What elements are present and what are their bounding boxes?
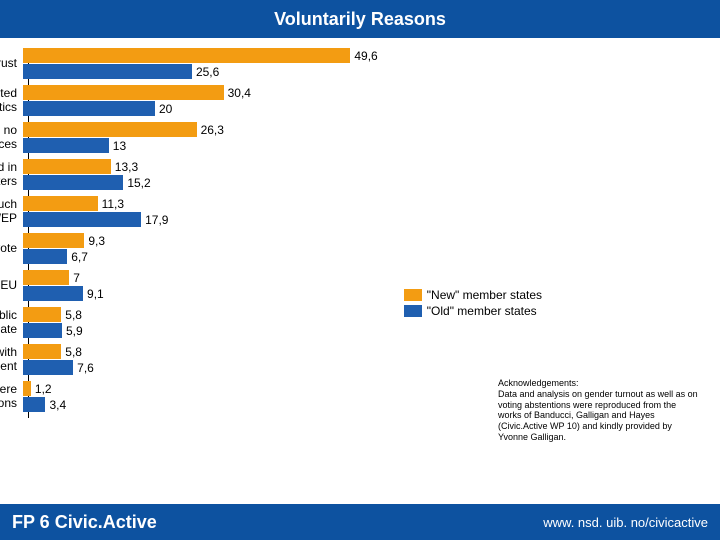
- bar-old: 20: [23, 101, 558, 116]
- bar-value: 15,2: [123, 177, 150, 189]
- chart-row: Lack of trust49,625,6: [29, 48, 558, 79]
- bar-rect: [23, 323, 62, 338]
- chart-legend: "New" member states "Old" member states: [404, 288, 542, 320]
- bar-new: 1,2: [23, 381, 558, 396]
- bar-rect: [23, 159, 111, 174]
- category-label: Opposed to EU: [0, 270, 23, 301]
- bar-value: 20: [155, 103, 172, 115]
- bar-new: 26,3: [23, 122, 558, 137]
- chart-row: Not know therewere elections1,23,4: [29, 381, 558, 412]
- legend-swatch-old: [404, 305, 422, 317]
- bar-new: 30,4: [23, 85, 558, 100]
- bar-rect: [23, 122, 197, 137]
- bar-rect: [23, 307, 61, 322]
- bar-group: 1,23,4: [23, 381, 558, 412]
- bar-group: 30,4 20: [23, 85, 558, 116]
- category-label: Not know therewere elections: [0, 381, 23, 412]
- bar-new: 11,3: [23, 196, 558, 211]
- bar-rect: [23, 48, 350, 63]
- bar-value: 11,3: [98, 198, 124, 210]
- bar-rect: [23, 360, 73, 375]
- footer-left: FP 6 Civic.Active: [12, 512, 157, 533]
- category-label: Not interested inEU matters: [0, 159, 23, 190]
- bar-rect: [23, 249, 67, 264]
- bar-rect: [23, 233, 84, 248]
- bar-old: 15,2: [23, 175, 558, 190]
- category-label: Lack of trust: [0, 48, 23, 79]
- page-footer: FP 6 Civic.Active www. nsd. uib. no/civi…: [0, 504, 720, 540]
- bar-value: 5,9: [62, 325, 83, 337]
- bar-group: 9,36,7: [23, 233, 558, 264]
- category-label: Lack of publicdebate: [0, 307, 23, 338]
- bar-group: 13,3 15,2: [23, 159, 558, 190]
- bar-rect: [23, 381, 31, 396]
- bar-value: 13: [109, 140, 126, 152]
- legend-item-new: "New" member states: [404, 288, 542, 302]
- bar-old: 6,7: [23, 249, 558, 264]
- footer-right: www. nsd. uib. no/civicactive: [543, 515, 708, 530]
- chart-row: Dissatisfied withEU Parliament5,87,6: [29, 344, 558, 375]
- bar-group: 26,3 13: [23, 122, 558, 153]
- chart-row: Not interestedin politics30,420: [29, 85, 558, 116]
- main-area: Lack of trust 49,6 25,6 Not interestedin po…: [0, 38, 720, 504]
- category-label: Not interestedin politics: [0, 85, 23, 116]
- legend-label-new: "New" member states: [427, 288, 542, 302]
- bar-rect: [23, 270, 69, 285]
- bar-value: 26,3: [197, 124, 224, 136]
- bar-old: 13: [23, 138, 558, 153]
- grouped-bar-chart: Lack of trust49,625,6Not interestedin po…: [28, 48, 558, 418]
- bar-new: 5,8: [23, 344, 558, 359]
- bar-value: 7: [69, 272, 80, 284]
- page-title: Voluntarily Reasons: [274, 9, 446, 30]
- bar-value: 5,8: [61, 309, 82, 321]
- acknowledgements-text: Acknowledgements:Data and analysis on ge…: [498, 378, 698, 443]
- category-label: Not know muchabout EU/EP: [0, 196, 23, 227]
- chart-row: Vote has noconsequences26,313: [29, 122, 558, 153]
- bar-value: 5,8: [61, 346, 82, 358]
- bar-rect: [23, 138, 109, 153]
- bar-value: 6,7: [67, 251, 88, 263]
- bar-value: 25,6: [192, 66, 219, 78]
- category-label: Dissatisfied withEU Parliament: [0, 344, 23, 375]
- bar-group: 49,6 25,6: [23, 48, 558, 79]
- bar-rect: [23, 397, 45, 412]
- bar-rect: [23, 212, 141, 227]
- bar-value: 3,4: [45, 399, 66, 411]
- bar-old: 25,6: [23, 64, 558, 79]
- bar-group: 11,3 17,9: [23, 196, 558, 227]
- bar-old: 3,4: [23, 397, 558, 412]
- bar-new: 49,6: [23, 48, 558, 63]
- legend-item-old: "Old" member states: [404, 304, 542, 318]
- bar-old: 5,9: [23, 323, 558, 338]
- bar-value: 30,4: [224, 87, 251, 99]
- bar-value: 49,6: [350, 50, 377, 62]
- bar-rect: [23, 196, 98, 211]
- page-header: Voluntarily Reasons: [0, 0, 720, 38]
- category-label: Rarely vote: [0, 233, 23, 264]
- bar-rect: [23, 101, 155, 116]
- bar-new: 13,3: [23, 159, 558, 174]
- bar-rect: [23, 175, 123, 190]
- bar-rect: [23, 286, 83, 301]
- bar-value: 17,9: [141, 214, 168, 226]
- bar-rect: [23, 344, 61, 359]
- chart-row: Rarely vote9,36,7: [29, 233, 558, 264]
- bar-value: 9,1: [83, 288, 104, 300]
- category-label: Vote has noconsequences: [0, 122, 23, 153]
- legend-label-old: "Old" member states: [427, 304, 537, 318]
- bar-rect: [23, 64, 192, 79]
- bar-new: 9,3: [23, 233, 558, 248]
- chart-row: Not know muchabout EU/EP11,317,9: [29, 196, 558, 227]
- bar-old: 17,9: [23, 212, 558, 227]
- bar-group: 5,87,6: [23, 344, 558, 375]
- chart-row: Not interested inEU matters13,315,2: [29, 159, 558, 190]
- bar-new: 7: [23, 270, 558, 285]
- bar-value: 9,3: [84, 235, 105, 247]
- bar-rect: [23, 85, 224, 100]
- bar-old: 7,6: [23, 360, 558, 375]
- bar-value: 13,3: [111, 161, 138, 173]
- bar-value: 7,6: [73, 362, 94, 374]
- legend-swatch-new: [404, 289, 422, 301]
- bar-value: 1,2: [31, 383, 52, 395]
